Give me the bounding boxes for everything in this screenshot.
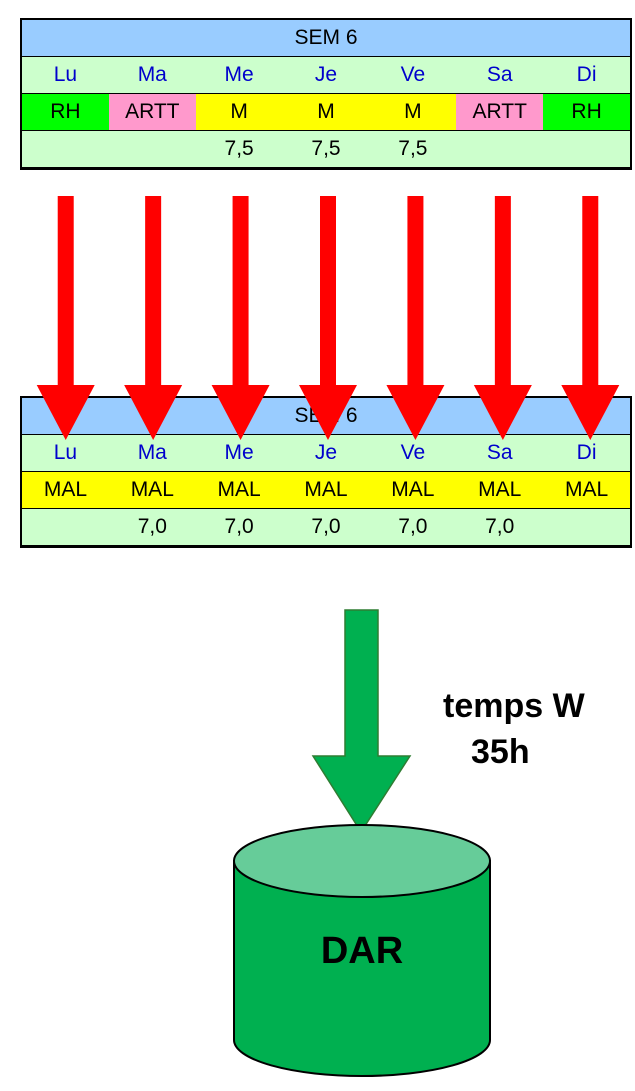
- day-cell: Sa: [486, 441, 513, 464]
- caption-line2: 35h: [471, 733, 530, 771]
- code-cell: M: [195, 94, 283, 130]
- day-cell: Di: [576, 441, 597, 464]
- down-arrow-red-icon: [36, 196, 95, 440]
- code-cell: MAL: [108, 472, 196, 508]
- schedule-bottom: SEM 6 Lu Ma Me Je Ve Sa Di MAL MAL MAL M…: [20, 396, 632, 548]
- code-cell: MAL: [195, 472, 283, 508]
- database-label: DAR: [320, 930, 404, 972]
- hours-row: 7,0 7,0 7,0 7,0 7,0: [20, 508, 632, 548]
- hours-cell: 7,0: [137, 515, 167, 538]
- day-cell: Je: [314, 441, 338, 464]
- down-arrow-red-icon: [473, 196, 532, 440]
- hours-cell: 7,0: [224, 515, 254, 538]
- code-cell: M: [282, 94, 370, 130]
- code-cell: MAL: [543, 472, 631, 508]
- days-row: Lu Ma Me Je Ve Sa Di: [20, 56, 632, 93]
- week-label: SEM 6: [294, 26, 358, 49]
- day-cell: Sa: [486, 63, 513, 86]
- code-cell: RH: [543, 94, 631, 130]
- down-arrow-red-icon: [561, 196, 620, 440]
- down-arrow-red-icon: [386, 196, 445, 440]
- hours-row: 7,5 7,5 7,5: [20, 130, 632, 170]
- hours-cell: 7,0: [398, 515, 428, 538]
- code-cell: M: [369, 94, 457, 130]
- week-header: SEM 6: [20, 18, 632, 56]
- days-row: Lu Ma Me Je Ve Sa Di: [20, 434, 632, 471]
- day-cell: Ve: [400, 63, 426, 86]
- day-cell: Je: [314, 63, 338, 86]
- day-cell: Lu: [53, 63, 78, 86]
- hours-cell: 7,0: [311, 515, 341, 538]
- day-cell: Di: [576, 63, 597, 86]
- code-cell: RH: [22, 94, 109, 130]
- day-cell: Ma: [137, 63, 167, 86]
- caption-line1: temps W: [443, 687, 585, 725]
- code-cell: MAL: [369, 472, 457, 508]
- code-cell: MAL: [456, 472, 544, 508]
- schedule-top: SEM 6 Lu Ma Me Je Ve Sa Di RH ARTT M M M…: [20, 18, 632, 170]
- down-arrow-red-icon: [124, 196, 183, 440]
- hours-cell: 7,5: [398, 137, 428, 160]
- codes-row: RH ARTT M M M ARTT RH: [20, 93, 632, 130]
- code-cell: ARTT: [456, 94, 544, 130]
- hours-cell: 7,5: [224, 137, 254, 160]
- hours-cell: 7,0: [485, 515, 515, 538]
- day-cell: Ma: [137, 441, 167, 464]
- day-cell: Lu: [53, 441, 78, 464]
- down-arrow-red-icon: [299, 196, 357, 440]
- code-cell: MAL: [22, 472, 109, 508]
- down-arrow-red-icon: [211, 196, 270, 440]
- codes-row: MAL MAL MAL MAL MAL MAL MAL: [20, 471, 632, 508]
- down-arrow-green-icon: [311, 609, 412, 834]
- code-cell: ARTT: [108, 94, 196, 130]
- hours-cell: 7,5: [311, 137, 341, 160]
- code-cell: MAL: [282, 472, 370, 508]
- day-cell: Me: [224, 441, 254, 464]
- day-cell: Ve: [400, 441, 426, 464]
- day-cell: Me: [224, 63, 254, 86]
